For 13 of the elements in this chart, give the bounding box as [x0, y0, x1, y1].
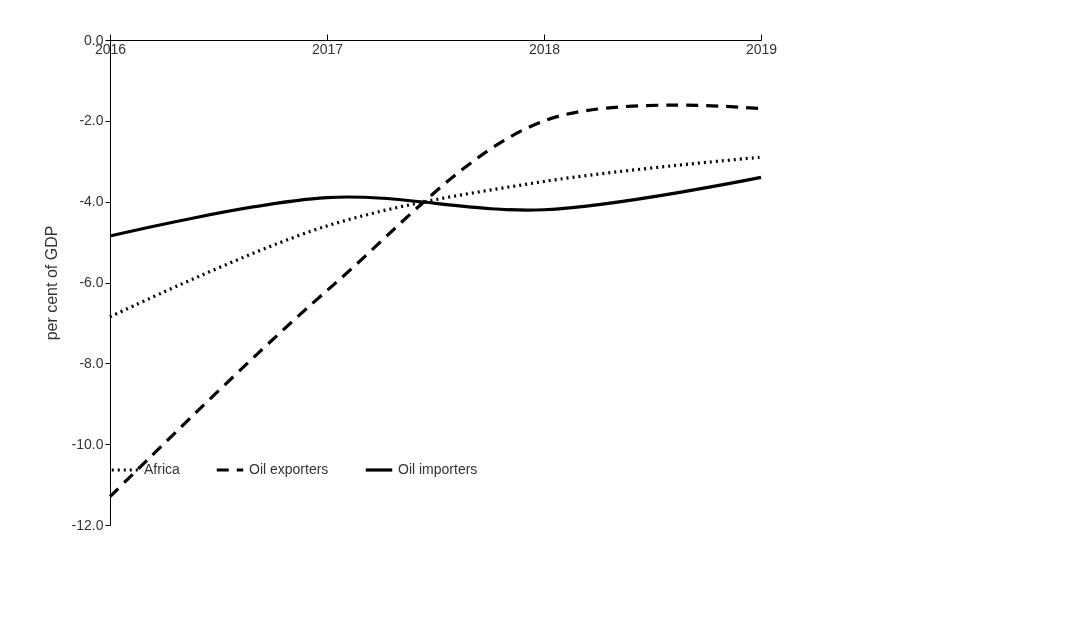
y-tick-label: -12.0 — [71, 516, 104, 533]
y-tick-label: -8.0 — [79, 354, 104, 371]
legend-label: Africa — [144, 461, 180, 477]
y-tick-label: -4.0 — [79, 193, 104, 210]
x-tick-label: 2017 — [311, 40, 344, 57]
x-tick-label: 2019 — [745, 40, 778, 57]
y-tick-label: -10.0 — [71, 435, 104, 452]
legend-label: Oil importers — [398, 461, 478, 477]
legend-label: Oil exporters — [249, 461, 329, 477]
x-tick-label: 2018 — [528, 40, 561, 57]
y-tick-label: -2.0 — [79, 112, 104, 129]
y-axis-title: per cent of GDP — [42, 225, 60, 341]
y-tick-label: -6.0 — [79, 274, 104, 290]
